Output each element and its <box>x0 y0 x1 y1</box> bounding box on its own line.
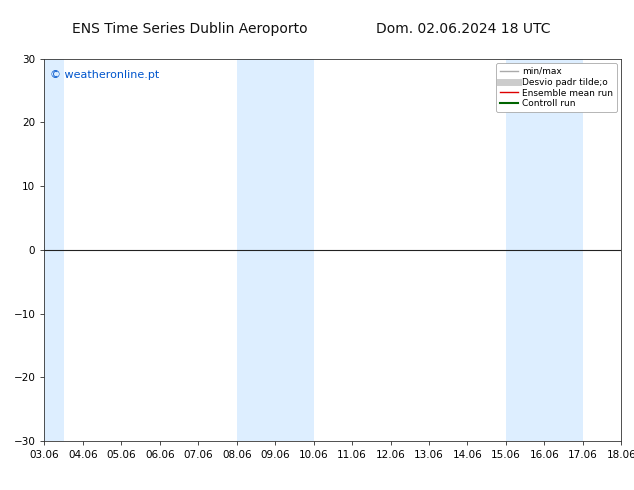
Text: Dom. 02.06.2024 18 UTC: Dom. 02.06.2024 18 UTC <box>375 22 550 36</box>
Legend: min/max, Desvio padr tilde;o, Ensemble mean run, Controll run: min/max, Desvio padr tilde;o, Ensemble m… <box>496 63 617 112</box>
Bar <box>236 59 314 441</box>
Bar <box>506 59 583 441</box>
Text: © weatheronline.pt: © weatheronline.pt <box>50 70 159 80</box>
Text: ENS Time Series Dublin Aeroporto: ENS Time Series Dublin Aeroporto <box>72 22 308 36</box>
Bar <box>44 59 63 441</box>
